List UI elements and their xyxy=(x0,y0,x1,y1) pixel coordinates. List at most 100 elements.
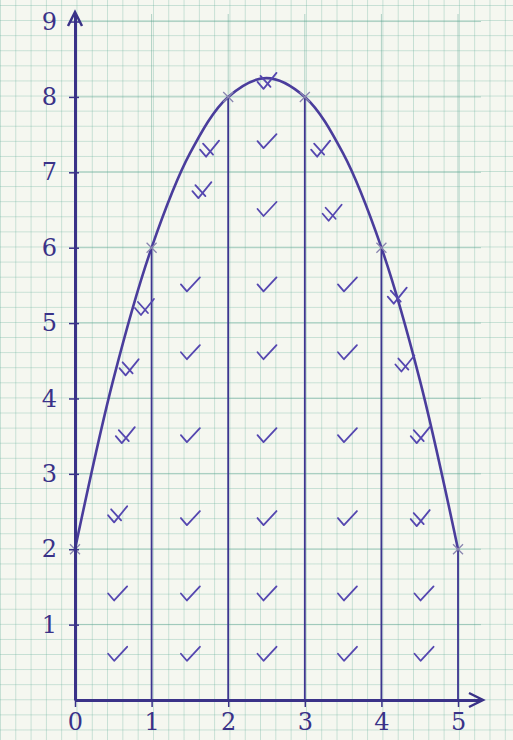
strip-edge xyxy=(457,549,459,700)
x-tick-label: 4 xyxy=(374,708,389,736)
y-tick-label: 3 xyxy=(42,460,57,488)
grid-line-y xyxy=(75,473,481,474)
y-tick-mark xyxy=(69,172,79,174)
tally-check xyxy=(415,647,434,661)
y-tick-label: 9 xyxy=(42,8,57,36)
grid-line-y xyxy=(75,172,481,173)
strip-edge xyxy=(151,248,153,700)
tally-check xyxy=(258,586,277,600)
tally-check xyxy=(415,586,434,600)
tally-check xyxy=(181,586,200,600)
y-tick: 6 xyxy=(42,234,79,262)
tally-check xyxy=(108,647,127,661)
grid-line-x xyxy=(75,14,76,700)
tally-cross xyxy=(395,356,414,372)
point-marker xyxy=(223,92,233,102)
y-axis-line xyxy=(74,15,77,701)
tally-check xyxy=(181,511,200,525)
tally-check xyxy=(181,345,200,359)
y-tick-label: 4 xyxy=(42,385,57,413)
tally-check xyxy=(338,277,357,291)
y-tick-label: 7 xyxy=(42,158,57,186)
x-tick: 2 xyxy=(221,700,236,736)
y-tick-label: 5 xyxy=(42,309,57,337)
y-tick-label: 2 xyxy=(42,535,57,563)
tally-cross xyxy=(411,510,430,526)
tally-check xyxy=(338,428,357,442)
y-arrow xyxy=(68,12,82,26)
x-tick-mark xyxy=(75,700,77,707)
tally-check xyxy=(181,277,200,291)
tally-cross xyxy=(258,73,277,89)
tally-cross xyxy=(135,299,154,315)
grid-line-y xyxy=(75,624,481,625)
y-tick: 8 xyxy=(42,83,79,111)
grid-line-y xyxy=(75,247,481,248)
grid-line-y xyxy=(75,398,481,399)
grid-line-x xyxy=(304,14,305,700)
tally-check xyxy=(338,511,357,525)
grid-line-y xyxy=(75,323,481,324)
tally-check xyxy=(181,647,200,661)
x-tick: 3 xyxy=(298,700,313,736)
point-marker xyxy=(147,243,157,253)
tally-cross xyxy=(192,182,211,198)
grid xyxy=(75,14,481,700)
y-axis: 1 2 3 4 5 6 7 8 9 xyxy=(42,8,79,701)
y-tick-mark xyxy=(69,97,79,99)
plot-area xyxy=(70,73,463,700)
x-arrow xyxy=(469,693,483,707)
y-tick-mark xyxy=(69,474,79,476)
x-tick-label: 3 xyxy=(298,708,313,736)
y-tick: 5 xyxy=(42,309,79,337)
y-tick-mark xyxy=(69,323,79,325)
strip-edge xyxy=(304,97,306,700)
tally-check xyxy=(258,202,277,216)
strip-edge xyxy=(381,248,383,700)
tally-cross xyxy=(411,427,430,443)
y-tick: 3 xyxy=(42,460,79,488)
grid-line-x xyxy=(228,14,229,700)
grid-line-x xyxy=(151,14,152,700)
y-tick-label: 1 xyxy=(42,611,57,639)
tally-cross xyxy=(120,359,139,375)
curve xyxy=(75,78,458,549)
y-tick-mark xyxy=(69,398,79,400)
point-marker xyxy=(453,544,463,554)
x-axis-line xyxy=(76,699,482,702)
y-tick: 7 xyxy=(42,158,79,186)
y-tick-mark xyxy=(69,624,79,626)
tally-check xyxy=(338,647,357,661)
chart: 0 1 2 3 4 5 1 2 3 4 5 6 7 8 9 xyxy=(0,0,513,740)
x-tick-label: 2 xyxy=(221,708,236,736)
tally-check xyxy=(258,647,277,661)
tally-check xyxy=(258,345,277,359)
grid-line-y xyxy=(75,549,481,550)
tally-cross xyxy=(388,288,407,304)
x-tick: 0 xyxy=(68,700,83,736)
tally-check xyxy=(258,428,277,442)
x-tick-mark xyxy=(381,700,383,707)
tally-check xyxy=(258,277,277,291)
tally-check xyxy=(181,428,200,442)
y-tick-label: 6 xyxy=(42,234,57,262)
y-tick-mark xyxy=(69,247,79,249)
x-tick: 1 xyxy=(144,700,159,736)
y-tick: 4 xyxy=(42,385,79,413)
tally-check xyxy=(338,586,357,600)
point-marker xyxy=(376,243,386,253)
y-tick-label: 8 xyxy=(42,83,57,111)
x-tick: 5 xyxy=(451,700,466,736)
x-tick-mark xyxy=(151,700,153,707)
tally-cross xyxy=(200,141,219,157)
grid-line-y xyxy=(75,96,481,97)
x-tick: 4 xyxy=(374,700,389,736)
tally-cross xyxy=(323,205,342,221)
tally-check xyxy=(338,345,357,359)
y-tick: 2 xyxy=(42,535,79,563)
tally-check xyxy=(258,511,277,525)
y-tick: 9 xyxy=(42,8,79,36)
tally-cross xyxy=(311,141,330,157)
grid-line-y xyxy=(75,21,481,22)
x-tick-label: 1 xyxy=(144,708,159,736)
